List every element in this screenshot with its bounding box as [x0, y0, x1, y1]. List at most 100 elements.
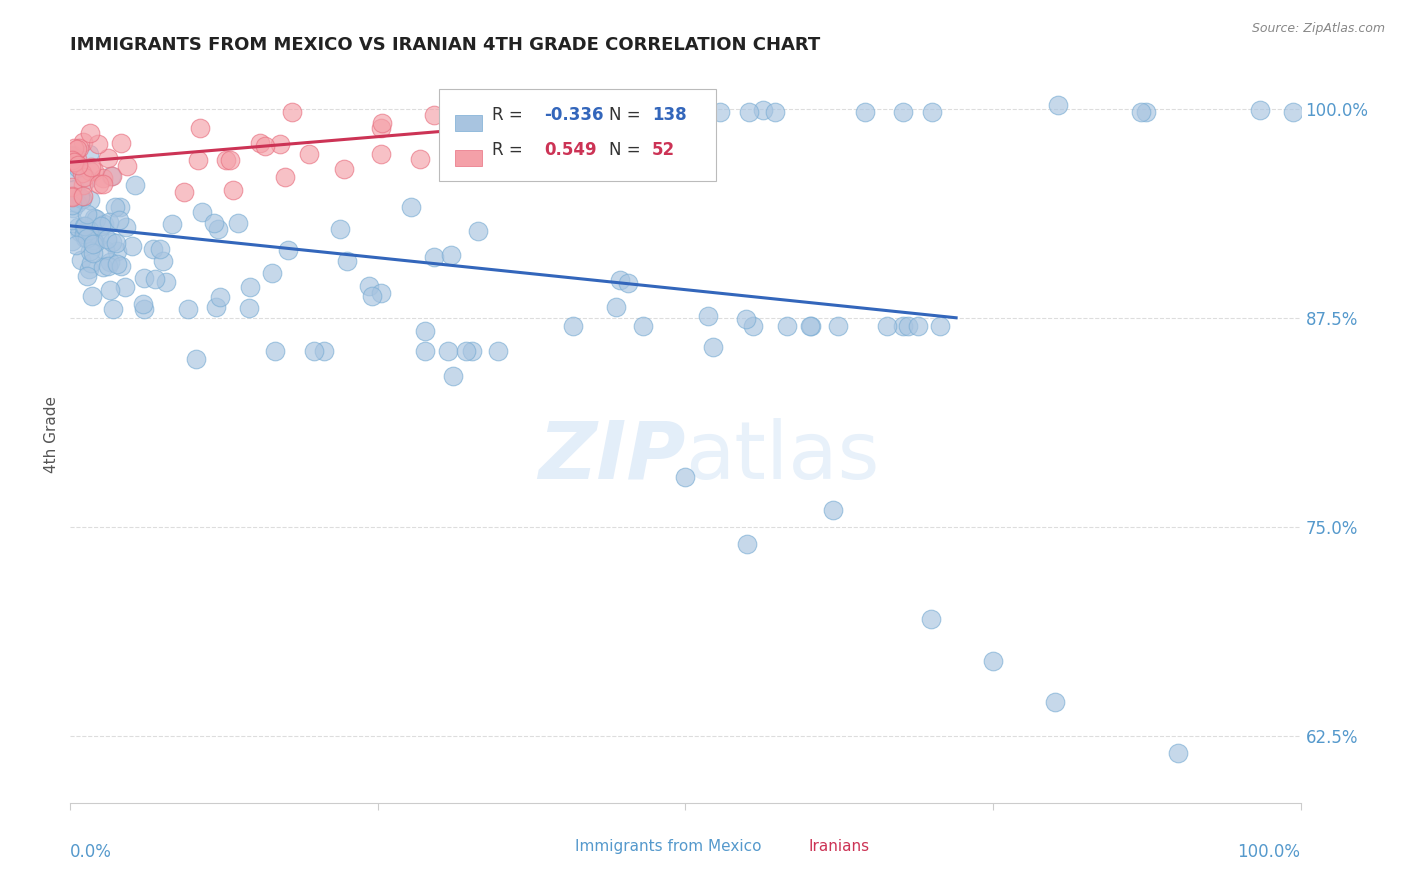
Text: -0.336: -0.336 — [544, 106, 603, 124]
Point — [65, 237, 87, 252]
Point — [87, 136, 110, 151]
Point — [62, 155, 84, 169]
Point — [77, 226, 100, 240]
Point — [697, 310, 720, 324]
Point — [413, 324, 436, 338]
Point — [91, 260, 114, 275]
Point — [72, 189, 94, 203]
Point — [124, 178, 146, 193]
Point — [215, 153, 238, 168]
Point — [742, 319, 765, 334]
Bar — [544, 839, 567, 858]
Point — [441, 369, 464, 384]
Point — [79, 126, 101, 140]
Point — [105, 257, 128, 271]
Point — [115, 159, 138, 173]
Point — [76, 231, 98, 245]
Point — [93, 217, 115, 231]
Point — [238, 301, 260, 316]
Point — [709, 105, 731, 120]
Point — [110, 259, 132, 273]
Point — [134, 302, 156, 317]
Point — [80, 228, 103, 243]
Point — [83, 235, 105, 250]
Point — [558, 98, 581, 112]
Point — [218, 153, 240, 168]
Point — [105, 244, 128, 259]
Point — [260, 266, 283, 280]
Point — [208, 289, 231, 303]
Point — [63, 155, 86, 169]
Point — [370, 285, 392, 300]
Point — [98, 215, 121, 229]
Point — [82, 236, 104, 251]
Point — [565, 103, 588, 117]
Point — [104, 200, 127, 214]
Point — [149, 242, 172, 256]
Text: R =: R = — [492, 141, 529, 159]
Point — [63, 141, 86, 155]
Point — [1167, 746, 1189, 760]
Point — [132, 297, 155, 311]
Bar — [456, 150, 482, 166]
Point — [173, 186, 195, 200]
Point — [89, 177, 111, 191]
Point — [561, 319, 583, 334]
Point — [617, 276, 640, 290]
Point — [821, 503, 844, 517]
Point — [633, 319, 655, 334]
Point — [269, 137, 291, 152]
Point — [91, 177, 114, 191]
Point — [155, 275, 177, 289]
Point — [63, 182, 86, 196]
Point — [60, 190, 83, 204]
Point — [77, 261, 100, 276]
Point — [80, 289, 103, 303]
Point — [110, 200, 132, 214]
Point — [440, 248, 463, 262]
Point — [105, 235, 128, 250]
Point — [60, 149, 83, 163]
Text: 138: 138 — [652, 106, 688, 124]
Point — [114, 280, 136, 294]
Point — [921, 105, 943, 120]
Point — [60, 234, 83, 248]
Point — [91, 170, 114, 185]
Point — [79, 244, 101, 258]
Point — [735, 536, 758, 550]
Point — [62, 164, 84, 178]
Point — [82, 233, 104, 247]
Point — [94, 244, 117, 258]
Point — [281, 105, 304, 120]
Point — [1043, 695, 1066, 709]
Point — [467, 224, 489, 238]
Point — [735, 311, 758, 326]
Point — [69, 253, 91, 268]
Text: R =: R = — [492, 106, 529, 124]
Point — [357, 279, 380, 293]
Point — [101, 235, 124, 249]
Point — [90, 219, 112, 234]
Point — [83, 163, 105, 178]
Point — [274, 169, 297, 184]
Text: Source: ZipAtlas.com: Source: ZipAtlas.com — [1251, 22, 1385, 36]
Point — [312, 344, 335, 359]
Point — [775, 319, 797, 334]
Point — [100, 169, 122, 183]
Point — [66, 143, 89, 157]
Point — [110, 136, 132, 150]
Point — [142, 242, 165, 256]
Point — [333, 162, 356, 177]
Point — [82, 245, 104, 260]
Bar — [456, 115, 482, 131]
Point — [101, 302, 124, 317]
Point — [187, 153, 209, 167]
Point — [86, 212, 108, 227]
Point — [239, 280, 262, 294]
Point — [97, 259, 120, 273]
Point — [226, 216, 249, 230]
Point — [121, 239, 143, 253]
Point — [87, 229, 110, 244]
Point — [437, 344, 460, 359]
Point — [205, 300, 228, 314]
